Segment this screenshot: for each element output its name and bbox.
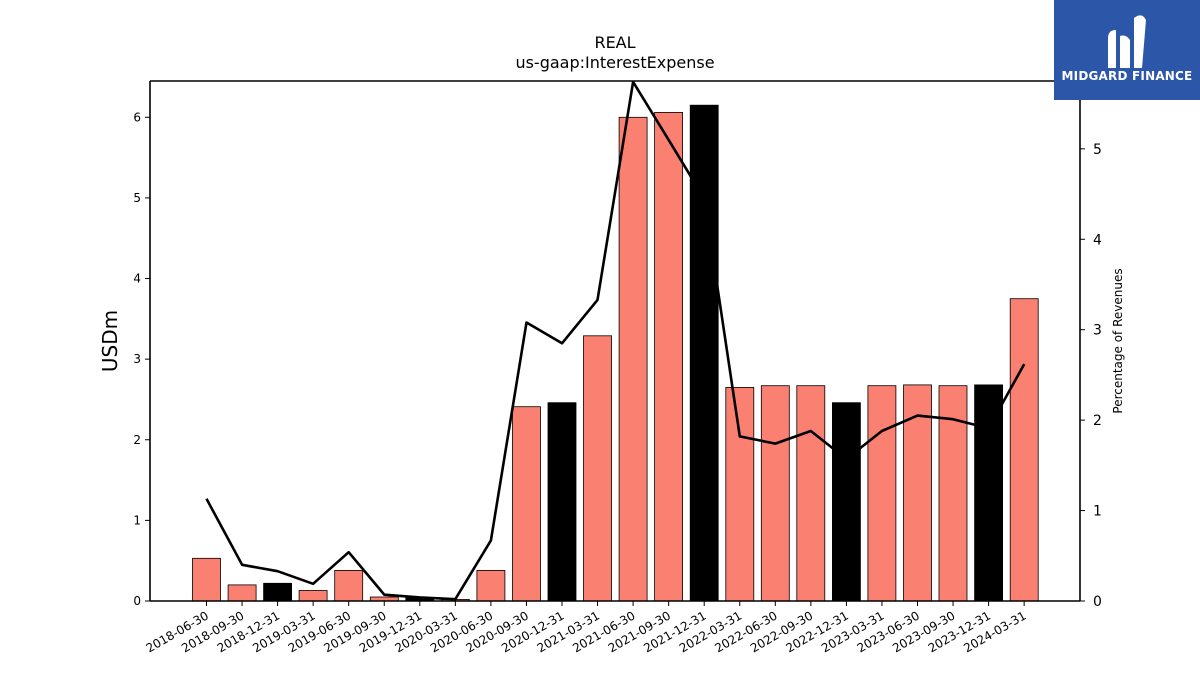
- brand-logo: MIDGARD FINANCE: [1054, 0, 1200, 100]
- bar-2021-06-30: [618, 116, 648, 602]
- y-tick-label: 2: [133, 433, 141, 447]
- bar-2023-03-31: [867, 385, 897, 602]
- y2-tick-label: 5: [1093, 142, 1102, 158]
- bar-2021-03-31: [583, 335, 612, 602]
- bar-2018-06-30: [192, 557, 221, 602]
- y2-tick-label: 2: [1093, 413, 1102, 429]
- bar-2020-09-30: [512, 406, 541, 602]
- y-tick-label: 6: [133, 110, 141, 124]
- bar-2022-03-31: [725, 386, 755, 602]
- bar-2018-12-31: [263, 582, 293, 602]
- bar-2020-12-31: [547, 402, 577, 602]
- bar-2023-12-31: [974, 384, 1003, 602]
- bars-layer: [192, 104, 1039, 602]
- logo-mark-icon: [1108, 15, 1146, 68]
- bar-2022-12-31: [832, 402, 861, 602]
- line-layer: [205, 80, 1026, 601]
- y-tick-label: 1: [133, 513, 141, 527]
- y-axis-label: USDm: [98, 310, 122, 372]
- bar-2020-06-30: [476, 570, 506, 602]
- y2-tick-label: 1: [1093, 504, 1102, 520]
- y-tick-label: 3: [133, 352, 141, 366]
- bar-2024-03-31: [1009, 298, 1039, 602]
- bar-2021-09-30: [654, 112, 683, 602]
- chart-subtitle: us-gaap:InterestExpense: [515, 53, 714, 72]
- logo-text: MIDGARD FINANCE: [1061, 69, 1193, 83]
- y2-tick-label: 3: [1093, 323, 1102, 339]
- y-tick-label: 4: [133, 272, 141, 286]
- y2-tick-label: 0: [1093, 594, 1102, 610]
- pct-revenue-line: [205, 80, 1026, 601]
- y-tick-label: 5: [133, 191, 141, 205]
- bar-2018-09-30: [227, 584, 257, 602]
- y2-tick-label: 4: [1093, 232, 1102, 248]
- bar-2019-06-30: [334, 570, 364, 602]
- y-tick-label: 0: [133, 594, 141, 608]
- y2-axis-label: Percentage of Revenues: [1111, 268, 1125, 413]
- chart-title: REAL: [594, 33, 635, 52]
- bar-2019-03-31: [298, 590, 328, 602]
- bar-2022-09-30: [796, 385, 826, 602]
- bar-2021-12-31: [689, 104, 719, 602]
- bar-2022-06-30: [760, 385, 790, 602]
